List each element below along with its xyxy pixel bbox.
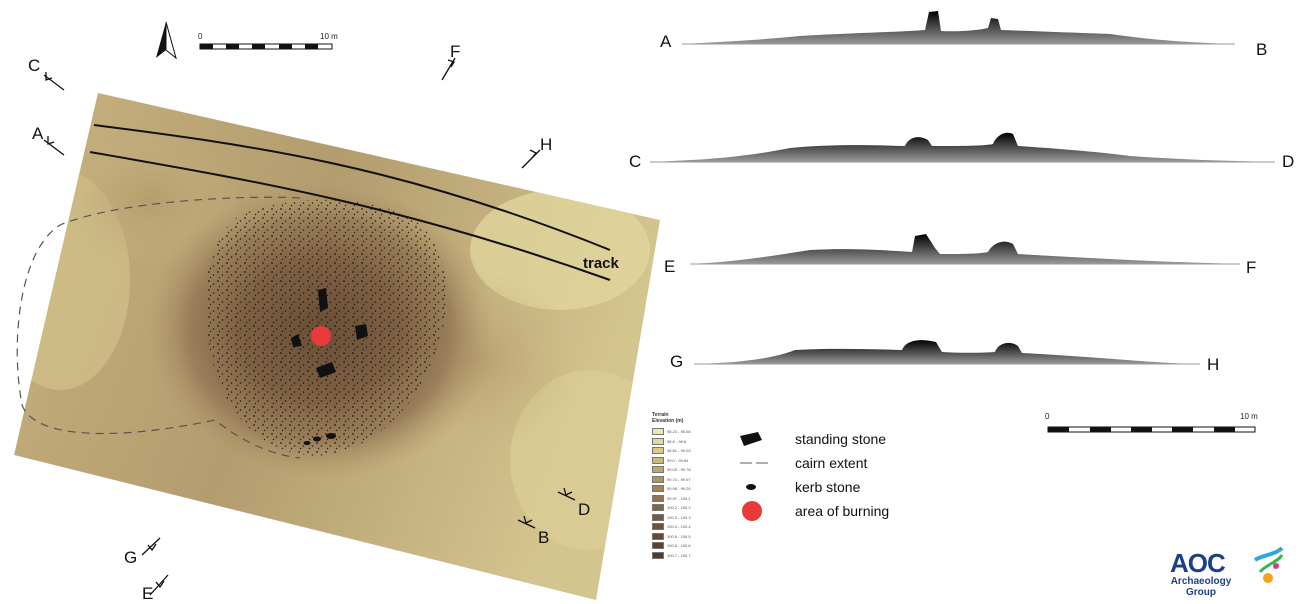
section-profile-ef: [690, 234, 1240, 265]
elevation-legend-range-label: 99.05 - 99.78: [667, 467, 691, 472]
area-of-burning-marker: [311, 326, 331, 346]
elevation-legend-swatch: [652, 485, 664, 492]
elevation-legend: Terrain Elevation (m) 98.23 - 98.58 98.6 …: [652, 412, 732, 562]
elevation-legend-swatch: [652, 542, 664, 549]
map-scale-end-label: 10 m: [320, 32, 338, 41]
map-section-letter-e: E: [142, 584, 154, 603]
elevation-legend-row: 100.7 - 100.7: [652, 551, 732, 560]
cairn-extent-line: [16, 196, 301, 459]
profile-label-c: C: [629, 152, 642, 171]
logo-subtitle-2: Group: [1186, 587, 1216, 598]
map-section-letter-d: D: [578, 500, 591, 519]
elevation-legend-swatch: [652, 475, 664, 483]
elevation-legend-title-2: Elevation (m): [652, 418, 684, 424]
elevation-legend-range-label: 100.2 - 100.2: [667, 505, 691, 510]
elevation-legend-row: 98.81 - 99.03: [652, 447, 732, 455]
legend-area-of-burning-label: area of burning: [795, 503, 890, 519]
legend-standing-stone-label: standing stone: [795, 431, 887, 447]
elevation-legend-row: 100.5 - 100.5: [652, 532, 732, 541]
elevation-legend-range-label: 100.7 - 100.7: [667, 552, 691, 558]
elevation-legend-swatch: [652, 551, 664, 559]
map-section-letter-c: C: [28, 56, 41, 75]
elevation-legend-row: 100.6 - 100.6: [652, 542, 732, 550]
elevation-legend-range-label: 99.74 - 99.97: [667, 476, 691, 482]
elevation-legend-row: 100.4 - 100.4: [652, 523, 732, 531]
map-section-letter-a: A: [32, 124, 44, 143]
elevation-legend-swatch: [652, 456, 664, 464]
elevation-legend-range-label: 100.6 - 100.6: [667, 543, 691, 548]
map-scale-bar: [199, 43, 333, 50]
profile-label-h: H: [1207, 355, 1220, 374]
elevation-legend-row: 99.05 - 99.78: [652, 466, 732, 474]
elevation-legend-swatch: [652, 504, 664, 511]
map-section-letter-h: H: [540, 135, 553, 154]
elevation-legend-range-label: 99.97 - 100.1: [667, 495, 691, 501]
section-marker-arrows: [43, 57, 576, 596]
elevation-legend-swatch: [652, 494, 664, 502]
track-label: track: [583, 255, 619, 272]
north-arrow-icon: [156, 21, 177, 60]
elevation-legend-row: 99.97 - 100.1: [652, 494, 732, 503]
kerb-stones: [303, 433, 336, 445]
map-scale-start-label: 0: [198, 32, 203, 41]
logo-wordmark: AOC: [1170, 548, 1226, 578]
elevation-legend-row: 99.98 - 99.26: [652, 485, 732, 493]
map-section-letter-b: B: [538, 528, 550, 547]
elevation-legend-range-label: 99.0 - 99.84: [667, 457, 689, 463]
elevation-legend-range-label: 100.4 - 100.4: [667, 524, 691, 529]
standing-stones: [291, 288, 368, 378]
profile-label-b: B: [1256, 40, 1268, 59]
profile-label-d: D: [1282, 152, 1295, 171]
standing-stone-symbol: [740, 432, 762, 446]
elevation-legend-swatch: [652, 513, 664, 521]
elevation-legend-classes: 98.23 - 98.58 98.6 - 98.8 98.81 - 99.03 99.…: [652, 428, 732, 560]
elevation-legend-range-label: 98.6 - 98.8: [667, 438, 687, 444]
area-of-burning-symbol: [742, 501, 762, 521]
elevation-legend-range-label: 100.5 - 100.5: [667, 533, 691, 539]
elevation-legend-range-label: 99.98 - 99.26: [667, 486, 691, 491]
elevation-legend-row: 99.0 - 99.84: [652, 456, 732, 465]
profile-label-g: G: [670, 352, 684, 371]
legend-symbols: [740, 432, 768, 521]
logo-subtitle-1: Archaeology: [1170, 576, 1232, 587]
elevation-legend-swatch: [652, 532, 664, 540]
elevation-legend-swatch: [652, 447, 664, 454]
logo-emblem-icon: [1253, 546, 1284, 583]
elevation-legend-swatch: [652, 466, 664, 473]
elevation-legend-row: 99.74 - 99.97: [652, 475, 732, 484]
legend-kerb-stone-label: kerb stone: [795, 479, 861, 495]
elevation-legend-swatch: [652, 428, 664, 435]
profile-scale-end-label: 10 m: [1240, 412, 1258, 421]
elevation-legend-row: 98.23 - 98.58: [652, 428, 732, 436]
profile-label-e: E: [664, 257, 676, 276]
profile-label-f: F: [1246, 258, 1257, 277]
elevation-legend-swatch: [652, 523, 664, 530]
elevation-legend-range-label: 98.81 - 99.03: [667, 448, 691, 453]
track-line-south: [89, 151, 611, 281]
legend-cairn-extent-label: cairn extent: [795, 455, 868, 471]
elevation-legend-title-1: Terrain: [652, 412, 669, 418]
profile-scale-bar: [1047, 426, 1256, 433]
section-profile-gh: [694, 340, 1200, 365]
map-section-letter-f: F: [450, 42, 461, 61]
elevation-legend-swatch: [652, 437, 664, 445]
section-profile-ab: [682, 11, 1235, 45]
elevation-legend-row: 98.6 - 98.8: [652, 437, 732, 446]
kerb-stone-symbol: [746, 484, 756, 490]
elevation-legend-row: 100.2 - 100.2: [652, 504, 732, 512]
elevation-legend-row: 100.3 - 100.3: [652, 513, 732, 522]
map-section-letter-g: G: [124, 548, 138, 567]
track-line-north: [93, 124, 611, 251]
elevation-legend-range-label: 100.3 - 100.3: [667, 514, 691, 520]
section-profile-cd: [650, 132, 1275, 163]
profile-scale-start-label: 0: [1045, 412, 1050, 421]
elevation-legend-range-label: 98.23 - 98.58: [667, 429, 691, 434]
profile-label-a: A: [660, 32, 672, 51]
